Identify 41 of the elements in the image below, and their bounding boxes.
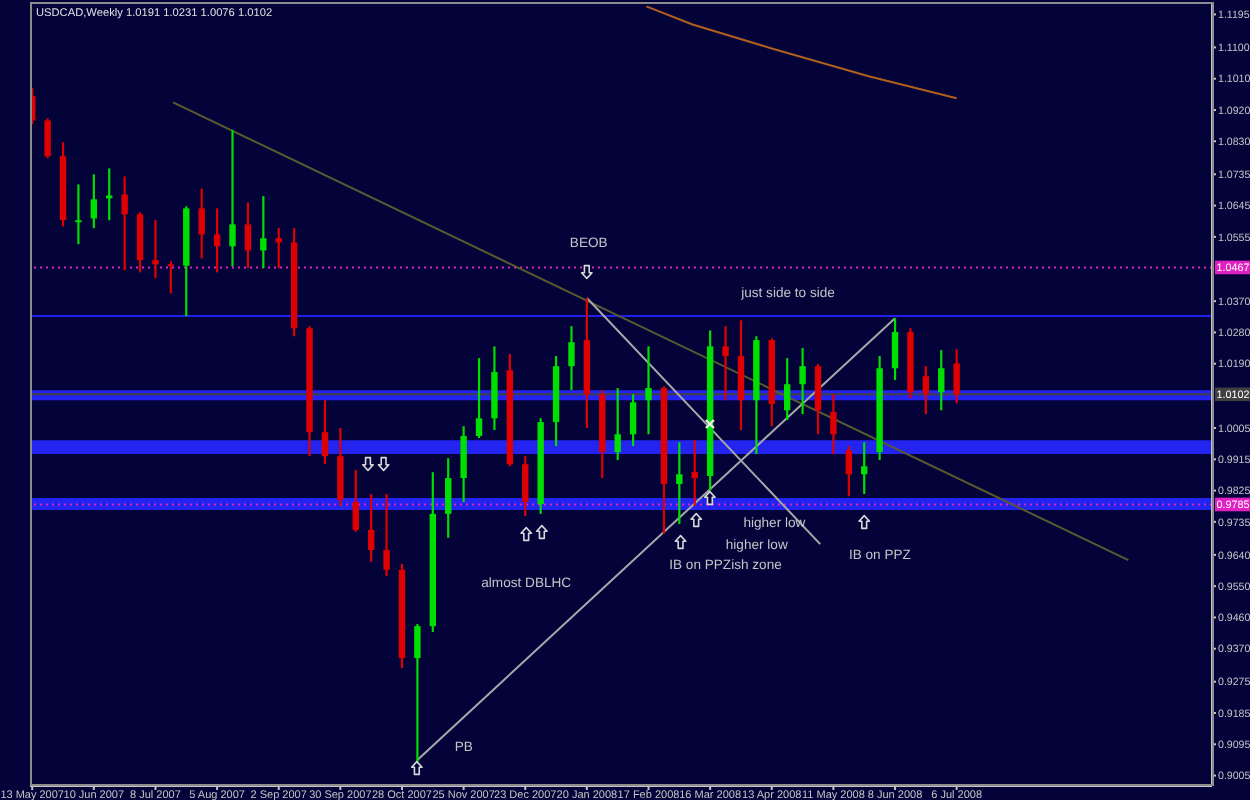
candlestick [861, 441, 868, 496]
candlestick [568, 325, 575, 392]
candlestick [737, 319, 745, 432]
candlestick [614, 386, 621, 462]
candlestick [691, 439, 698, 507]
candlestick [830, 393, 837, 456]
line-series [645, 5, 958, 100]
candlestick [629, 393, 637, 448]
candlestick [198, 187, 205, 260]
candlestick [213, 207, 221, 274]
candlestick [953, 348, 960, 405]
candlestick [922, 365, 930, 416]
candlestick [522, 455, 529, 518]
candlestick [75, 183, 82, 246]
candlestick [229, 129, 236, 268]
candlestick [367, 492, 375, 563]
candlestick [799, 346, 806, 416]
candlestick [167, 260, 175, 295]
candlestick [337, 426, 344, 507]
candlestick [152, 219, 159, 280]
candlestick [783, 357, 791, 422]
candlestick [460, 425, 467, 504]
candlestick [475, 357, 483, 440]
candlestick [260, 195, 267, 270]
candlestick [845, 444, 853, 498]
candlestick [321, 399, 329, 466]
candlestick [722, 325, 729, 402]
candlestick [383, 492, 390, 578]
candlestick [352, 468, 359, 534]
candlestick [676, 441, 683, 526]
candlestick [90, 173, 98, 230]
candlestick [814, 362, 822, 436]
candlestick [445, 457, 452, 539]
candlestick [121, 175, 128, 272]
candlestick [645, 345, 652, 436]
candlestick [136, 211, 144, 274]
candlestick [244, 201, 252, 270]
candlestick [491, 345, 498, 432]
candlestick [891, 317, 899, 382]
candlestick [44, 117, 51, 160]
candlestick [938, 349, 945, 412]
